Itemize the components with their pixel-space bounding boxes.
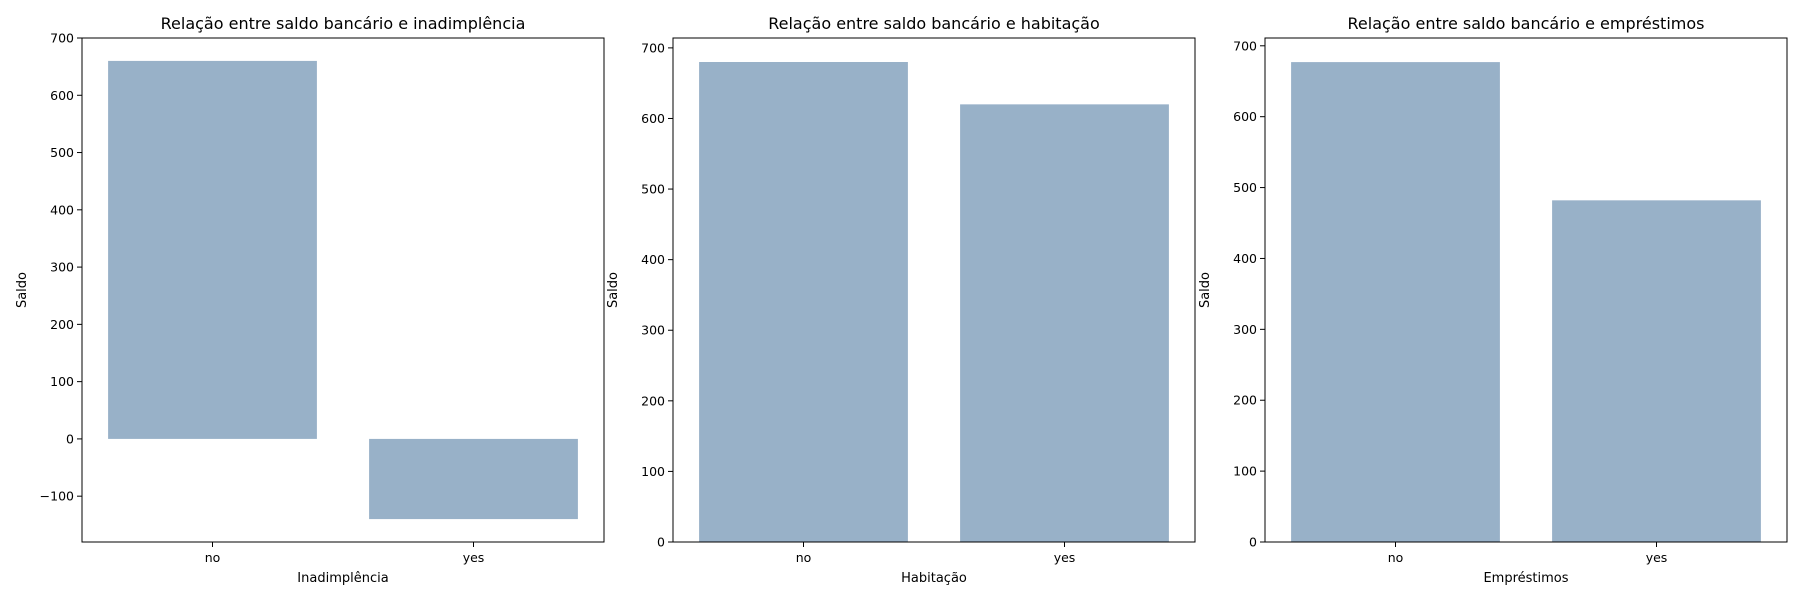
axes-frame	[1264, 37, 1788, 543]
chart-title: Relação entre saldo bancário e inadimplê…	[161, 14, 526, 33]
y-tick-label: 500	[641, 182, 665, 197]
y-tick-label: 300	[641, 323, 665, 338]
chart-panel-3: 0 100 200 300 400 500 600 700 no yes Relação entre…	[1198, 14, 1788, 586]
y-tick-label: 600	[641, 111, 665, 126]
y-tick-label: 0	[1249, 535, 1257, 550]
x-axis-label: Inadimplência	[297, 571, 388, 586]
y-axis-label: Saldo	[1198, 272, 1213, 308]
y-tick-label: 200	[1233, 393, 1257, 408]
y-tick-label: 400	[641, 252, 665, 267]
y-tick-label: 300	[1233, 322, 1257, 337]
x-tick-label: yes	[463, 550, 485, 565]
x-tick-label: no	[205, 550, 221, 565]
x-tick-label: yes	[1054, 550, 1076, 565]
y-tick-label: 200	[641, 393, 665, 408]
y-tick-label: 700	[50, 31, 74, 46]
bar-no	[699, 62, 908, 542]
chart-title: Relação entre saldo bancário e habitação	[768, 14, 1100, 33]
y-axis-label: Saldo	[606, 272, 621, 308]
y-axis-label: Saldo	[15, 272, 30, 308]
y-tick-label: 300	[50, 260, 74, 275]
y-tick-label: 400	[1233, 251, 1257, 266]
y-tick-label: −100	[40, 489, 74, 504]
y-tick-label: 700	[641, 40, 665, 55]
y-tick-label: 500	[1233, 180, 1257, 195]
axes-frame	[81, 37, 605, 543]
bar-no	[1291, 62, 1500, 543]
y-tick-label: 100	[50, 374, 74, 389]
y-tick-label: 500	[50, 145, 74, 160]
chart-panel-1: −100 0 100 200 300 400 500 600 700 no yes Relação e…	[15, 14, 605, 586]
y-tick-label: 100	[641, 464, 665, 479]
bar-no	[108, 60, 317, 439]
x-axis-label: Habitação	[901, 571, 967, 586]
bar-yes	[1552, 200, 1761, 543]
chart-panel-2: 0 100 200 300 400 500 600 700 no yes Relação entre…	[606, 14, 1196, 586]
x-tick-label: no	[796, 550, 812, 565]
y-tick-label: 400	[50, 202, 74, 217]
y-tick-label: 600	[1233, 109, 1257, 124]
y-tick-label: 200	[50, 317, 74, 332]
y-tick-label: 0	[657, 535, 665, 550]
x-tick-label: no	[1388, 550, 1404, 565]
y-tick-label: 0	[66, 431, 74, 446]
x-axis-label: Empréstimos	[1483, 571, 1568, 586]
bar-yes	[369, 438, 578, 520]
bar-yes	[960, 104, 1169, 543]
chart-title: Relação entre saldo bancário e empréstim…	[1348, 14, 1705, 33]
x-tick-label: yes	[1646, 550, 1668, 565]
y-tick-label: 600	[50, 88, 74, 103]
y-tick-label: 100	[1233, 464, 1257, 479]
y-tick-label: 700	[1233, 38, 1257, 53]
axes-frame	[672, 37, 1196, 543]
